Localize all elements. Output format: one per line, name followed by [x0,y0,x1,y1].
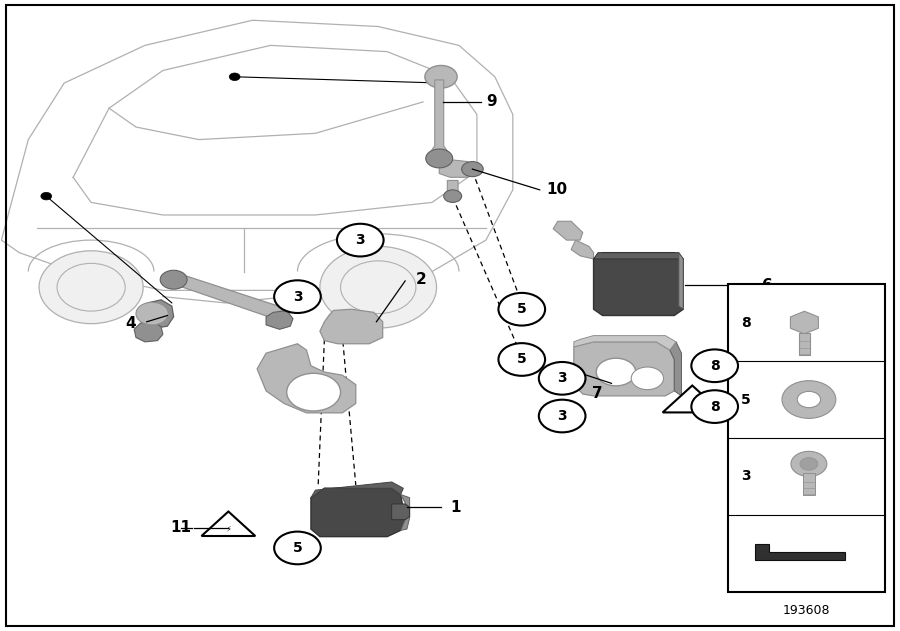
Circle shape [782,380,836,418]
Text: 9: 9 [486,95,497,109]
Polygon shape [755,544,845,560]
Polygon shape [790,311,818,334]
Circle shape [539,399,586,432]
Polygon shape [574,336,676,350]
Polygon shape [170,273,287,321]
Polygon shape [554,221,583,240]
FancyBboxPatch shape [799,333,810,355]
Text: 2: 2 [416,271,427,286]
Text: 3: 3 [356,233,365,247]
Polygon shape [574,342,674,396]
Text: 11: 11 [171,521,192,535]
Circle shape [444,190,462,203]
Polygon shape [140,300,174,328]
Circle shape [539,362,586,394]
Circle shape [39,251,143,324]
Text: 8: 8 [710,359,720,373]
Polygon shape [447,180,458,196]
Polygon shape [572,240,594,259]
Text: 5: 5 [517,353,526,367]
Text: 3: 3 [742,469,751,483]
Circle shape [230,73,240,81]
Circle shape [160,270,187,289]
Circle shape [596,358,635,386]
Text: 7: 7 [592,386,602,401]
Text: 5: 5 [292,541,302,555]
Polygon shape [439,160,472,177]
Text: 5: 5 [517,302,526,316]
FancyBboxPatch shape [803,473,815,495]
Circle shape [320,246,436,328]
Circle shape [499,343,545,376]
Circle shape [797,391,821,408]
Polygon shape [400,495,410,530]
Text: 8: 8 [742,316,751,329]
Polygon shape [728,284,886,592]
Circle shape [499,293,545,326]
Text: 12: 12 [724,395,745,410]
Circle shape [800,457,818,470]
Circle shape [691,390,738,423]
Circle shape [57,263,125,311]
Circle shape [274,531,320,564]
Circle shape [631,367,663,389]
Circle shape [691,350,738,382]
Text: 8: 8 [710,399,720,413]
Polygon shape [594,252,683,316]
Circle shape [462,162,483,177]
Polygon shape [670,342,681,396]
Polygon shape [594,252,683,259]
Polygon shape [679,252,683,309]
Polygon shape [662,386,722,413]
Text: 5: 5 [742,392,751,406]
Polygon shape [392,504,410,520]
Text: 10: 10 [546,182,567,198]
Text: 3: 3 [557,371,567,386]
Text: 1: 1 [450,500,461,515]
Circle shape [337,224,383,256]
Circle shape [425,66,457,88]
Text: ⚡: ⚡ [689,400,695,409]
Circle shape [340,261,416,314]
Polygon shape [310,488,405,536]
Circle shape [136,302,168,325]
Polygon shape [310,482,403,498]
Text: 193608: 193608 [783,604,831,617]
Circle shape [426,149,453,168]
Circle shape [274,280,320,313]
Polygon shape [257,344,356,413]
Text: 6: 6 [762,278,773,293]
Polygon shape [431,80,447,158]
Text: 3: 3 [557,409,567,423]
Circle shape [791,451,827,476]
Text: 3: 3 [292,290,302,304]
Text: 4: 4 [125,316,136,331]
Polygon shape [202,512,256,536]
Circle shape [287,374,340,411]
Polygon shape [266,310,293,329]
Polygon shape [134,322,163,342]
Text: ⚡: ⚡ [225,524,231,533]
Polygon shape [320,309,382,344]
Circle shape [40,192,51,200]
